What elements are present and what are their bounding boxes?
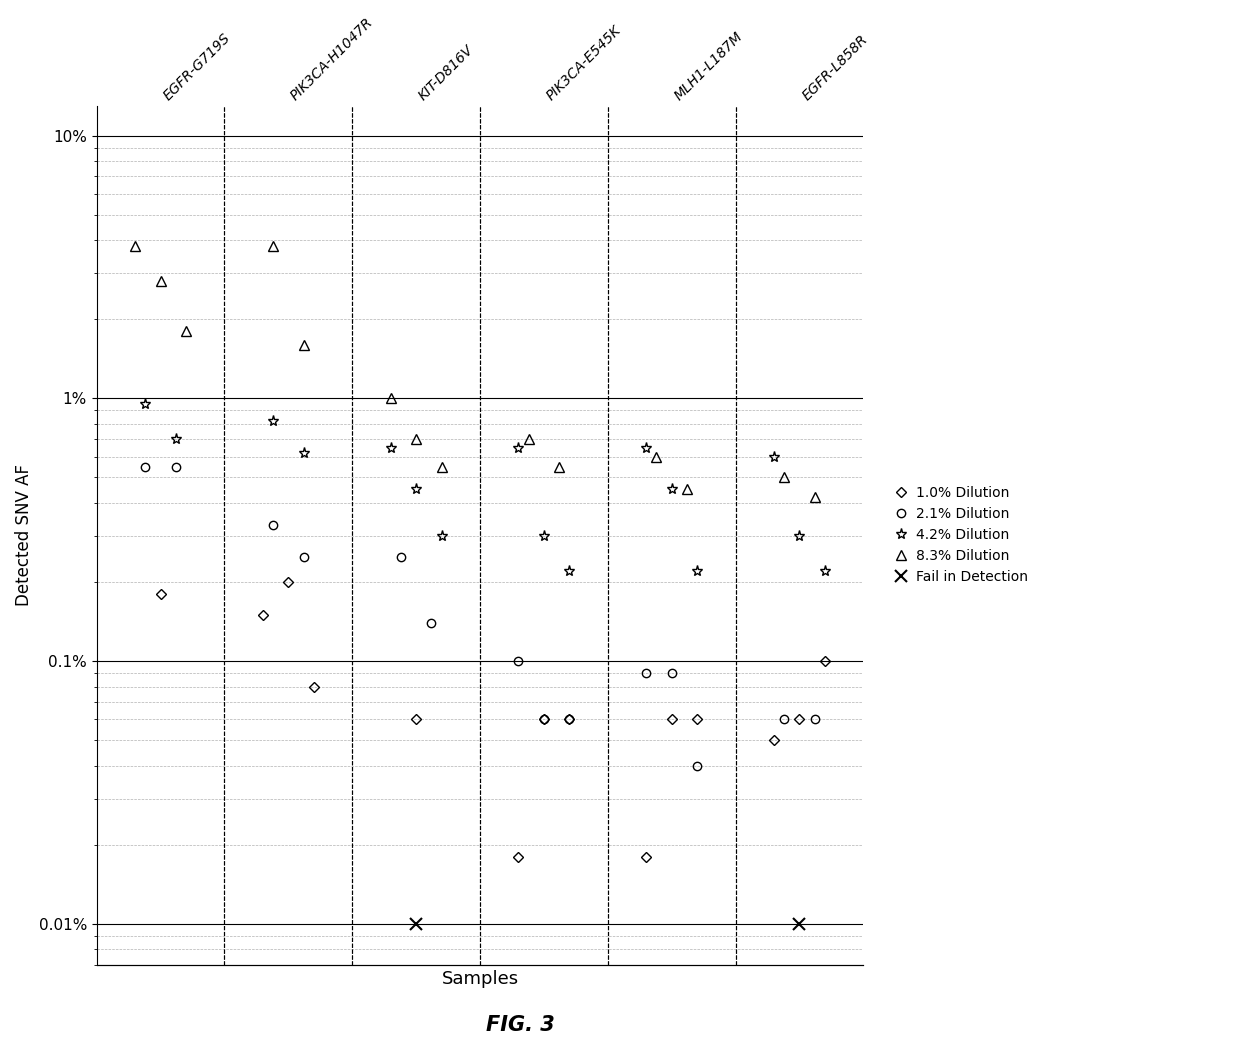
- 4.2% Dilution: [511, 441, 526, 454]
- 4.2% Dilution: [265, 415, 280, 427]
- 1.0% Dilution: [562, 713, 577, 725]
- 4.2% Dilution: [766, 450, 781, 463]
- 1.0% Dilution: [665, 713, 680, 725]
- 4.2% Dilution: [169, 433, 184, 445]
- Line: 4.2% Dilution: 4.2% Dilution: [140, 398, 831, 577]
- 1.0% Dilution: [537, 713, 552, 725]
- 2.1% Dilution: [776, 713, 791, 725]
- 8.3% Dilution: [434, 461, 449, 473]
- 4.2% Dilution: [296, 446, 311, 459]
- 4.2% Dilution: [383, 441, 398, 454]
- 2.1% Dilution: [424, 617, 439, 629]
- 2.1% Dilution: [511, 655, 526, 668]
- Line: 1.0% Dilution: 1.0% Dilution: [157, 579, 828, 860]
- 1.0% Dilution: [153, 587, 167, 600]
- 4.2% Dilution: [562, 565, 577, 578]
- 4.2% Dilution: [689, 565, 704, 578]
- 2.1% Dilution: [665, 667, 680, 679]
- 4.2% Dilution: [792, 530, 807, 542]
- 2.1% Dilution: [639, 667, 653, 679]
- 2.1% Dilution: [807, 713, 822, 725]
- Line: 2.1% Dilution: 2.1% Dilution: [141, 463, 818, 770]
- X-axis label: Samples: Samples: [441, 970, 518, 989]
- 4.2% Dilution: [138, 398, 153, 411]
- Line: 8.3% Dilution: 8.3% Dilution: [130, 241, 820, 503]
- 1.0% Dilution: [792, 713, 807, 725]
- 1.0% Dilution: [409, 713, 424, 725]
- 1.0% Dilution: [766, 734, 781, 746]
- 8.3% Dilution: [409, 433, 424, 445]
- 1.0% Dilution: [255, 608, 270, 621]
- 8.3% Dilution: [552, 461, 567, 473]
- 8.3% Dilution: [179, 325, 193, 338]
- 8.3% Dilution: [296, 339, 311, 351]
- 1.0% Dilution: [639, 851, 653, 863]
- 2.1% Dilution: [562, 713, 577, 725]
- 2.1% Dilution: [393, 551, 408, 563]
- 2.1% Dilution: [138, 461, 153, 473]
- 8.3% Dilution: [265, 239, 280, 252]
- 8.3% Dilution: [807, 491, 822, 504]
- 8.3% Dilution: [128, 239, 143, 252]
- 1.0% Dilution: [281, 576, 296, 588]
- 8.3% Dilution: [649, 450, 663, 463]
- Y-axis label: Detected SNV AF: Detected SNV AF: [15, 464, 33, 606]
- 2.1% Dilution: [169, 461, 184, 473]
- 8.3% Dilution: [383, 392, 398, 404]
- 8.3% Dilution: [776, 471, 791, 484]
- 1.0% Dilution: [689, 713, 704, 725]
- 2.1% Dilution: [537, 713, 552, 725]
- 4.2% Dilution: [537, 530, 552, 542]
- 4.2% Dilution: [817, 565, 832, 578]
- Line: Fail in Detection: Fail in Detection: [410, 919, 805, 929]
- 2.1% Dilution: [265, 518, 280, 531]
- 4.2% Dilution: [639, 441, 653, 454]
- 8.3% Dilution: [153, 275, 167, 287]
- 1.0% Dilution: [817, 655, 832, 668]
- 2.1% Dilution: [296, 551, 311, 563]
- 1.0% Dilution: [306, 680, 321, 693]
- 2.1% Dilution: [689, 760, 704, 772]
- Legend: 1.0% Dilution, 2.1% Dilution, 4.2% Dilution, 8.3% Dilution, Fail in Detection: 1.0% Dilution, 2.1% Dilution, 4.2% Dilut…: [885, 480, 1035, 591]
- 8.3% Dilution: [680, 483, 694, 495]
- 1.0% Dilution: [511, 851, 526, 863]
- 8.3% Dilution: [521, 433, 536, 445]
- 4.2% Dilution: [409, 483, 424, 495]
- Fail in Detection: [409, 918, 424, 930]
- 4.2% Dilution: [434, 530, 449, 542]
- Fail in Detection: [792, 918, 807, 930]
- Text: FIG. 3: FIG. 3: [486, 1015, 556, 1035]
- 4.2% Dilution: [665, 483, 680, 495]
